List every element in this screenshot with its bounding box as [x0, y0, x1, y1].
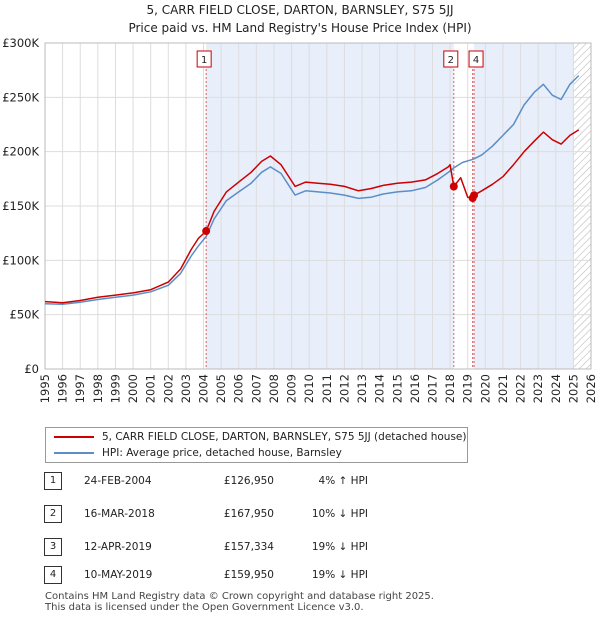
- x-tick-label: 2026: [584, 374, 598, 403]
- sale-point: [202, 227, 211, 236]
- x-tick-label: 2024: [549, 374, 563, 403]
- x-tick-label: 2019: [461, 374, 475, 403]
- x-tick-label: 2012: [337, 374, 351, 403]
- x-tick-label: 2015: [390, 374, 404, 403]
- footer-note: Contains HM Land Registry data © Crown c…: [45, 591, 434, 613]
- x-tick-label: 2014: [373, 374, 387, 403]
- x-tick-label: 1997: [73, 374, 87, 403]
- sale-marker-label: 4: [473, 55, 479, 66]
- sale-price: £159,950: [223, 569, 274, 581]
- sale-row: 1 24-FEB-2004 £126,950 4% ↑ HPI: [44, 472, 384, 490]
- sale-point: [470, 191, 479, 200]
- sale-hpi-diff: 4% ↑ HPI: [318, 475, 368, 487]
- x-tick-label: 2008: [267, 374, 281, 403]
- x-tick-label: 2021: [496, 374, 510, 403]
- y-tick-label: £0: [24, 362, 39, 376]
- sale-marker-box: [443, 50, 459, 68]
- x-tick-label: 2004: [197, 374, 211, 403]
- y-tick-label: £250K: [2, 90, 39, 104]
- sale-marker-label: 1: [201, 55, 207, 66]
- sale-marker-box: [196, 50, 212, 68]
- sale-row: 2 16-MAR-2018 £167,950 10% ↓ HPI: [44, 505, 384, 523]
- sale-price: £126,950: [223, 475, 274, 487]
- sale-number-badge: 4: [44, 566, 62, 584]
- footer-line-license: This data is licensed under the Open Gov…: [45, 602, 364, 613]
- legend-swatch-property: [54, 436, 94, 438]
- sale-date: 24-FEB-2004: [84, 475, 152, 487]
- x-tick-label: 2005: [214, 374, 228, 403]
- plot-frame: [44, 42, 592, 370]
- x-tick-label: 2009: [285, 374, 299, 403]
- legend-label-property: 5, CARR FIELD CLOSE, DARTON, BARNSLEY, S…: [102, 431, 467, 443]
- x-tick-label: 2020: [478, 374, 492, 403]
- x-tick-label: 2016: [408, 374, 422, 403]
- sale-number-badge: 1: [44, 472, 62, 490]
- x-tick-label: 2025: [566, 374, 580, 403]
- x-tick-label: 2017: [425, 374, 439, 403]
- x-tick-label: 2006: [232, 374, 246, 403]
- chart-legend: 5, CARR FIELD CLOSE, DARTON, BARNSLEY, S…: [45, 427, 468, 463]
- sale-row: 3 12-APR-2019 £157,334 19% ↓ HPI: [44, 538, 384, 556]
- sale-number-badge: 2: [44, 505, 62, 523]
- x-tick-label: 2002: [161, 374, 175, 403]
- x-tick-label: 2007: [249, 374, 263, 403]
- y-tick-label: £300K: [2, 36, 39, 50]
- x-tick-label: 2018: [443, 374, 457, 403]
- sale-hpi-diff: 19% ↓ HPI: [311, 569, 368, 581]
- footer-line-copyright: Contains HM Land Registry data © Crown c…: [45, 591, 434, 602]
- sale-date: 10-MAY-2019: [84, 569, 153, 581]
- sale-point: [449, 182, 458, 191]
- sale-hpi-diff: 19% ↓ HPI: [311, 541, 368, 553]
- x-tick-label: 2000: [126, 374, 140, 403]
- x-tick-label: 1998: [91, 374, 105, 403]
- property-price-line: [44, 129, 580, 304]
- y-tick-label: £150K: [2, 199, 39, 213]
- y-tick-label: £50K: [10, 308, 40, 322]
- price-chart: 5, CARR FIELD CLOSE, DARTON, BARNSLEY, S…: [2, 3, 598, 403]
- y-tick-label: £200K: [2, 145, 39, 159]
- sale-marker-label: 2: [448, 55, 454, 66]
- x-tick-label: 2011: [320, 374, 334, 403]
- x-tick-label: 2010: [302, 374, 316, 403]
- x-tick-label: 2013: [355, 374, 369, 403]
- sale-date: 16-MAR-2018: [84, 508, 155, 520]
- sale-price: £167,950: [223, 508, 274, 520]
- sale-date: 12-APR-2019: [84, 541, 152, 553]
- chart-title: 5, CARR FIELD CLOSE, DARTON, BARNSLEY, S…: [146, 3, 453, 17]
- chart-subtitle: Price paid vs. HM Land Registry's House …: [128, 21, 471, 35]
- y-tick-label: £100K: [2, 253, 39, 267]
- x-tick-label: 1996: [56, 374, 70, 403]
- sale-price: £157,334: [223, 541, 274, 553]
- x-tick-label: 2023: [531, 374, 545, 403]
- hpi-line: [44, 75, 580, 306]
- x-tick-label: 2022: [514, 374, 528, 403]
- x-tick-label: 1995: [38, 374, 52, 403]
- x-tick-label: 2001: [144, 374, 158, 403]
- sale-number-badge: 3: [44, 538, 62, 556]
- legend-label-hpi: HPI: Average price, detached house, Barn…: [102, 447, 342, 459]
- sale-hpi-diff: 10% ↓ HPI: [311, 508, 368, 520]
- sale-marker-box: [468, 50, 484, 68]
- x-tick-label: 2003: [179, 374, 193, 403]
- legend-swatch-hpi: [54, 452, 94, 454]
- x-tick-label: 1999: [108, 374, 122, 403]
- sale-row: 4 10-MAY-2019 £159,950 19% ↓ HPI: [44, 566, 384, 584]
